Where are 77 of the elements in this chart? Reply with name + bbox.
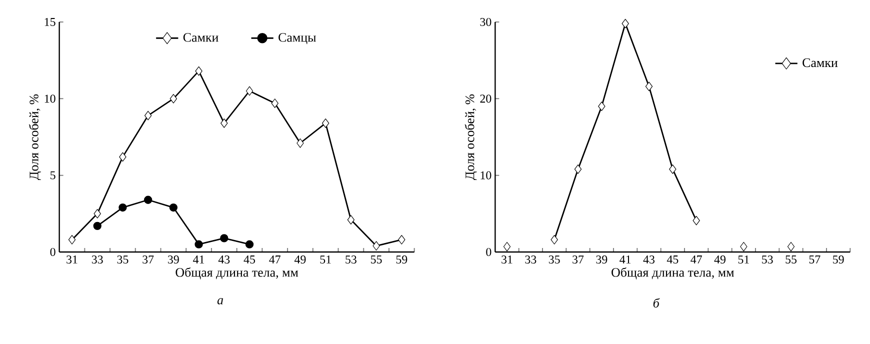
x-tick-label: 43 [643, 256, 655, 264]
point [740, 242, 748, 252]
point [398, 235, 406, 244]
x-tick-label: 49 [714, 256, 726, 264]
point [118, 203, 127, 212]
legend-label: Самки [183, 33, 218, 42]
legend-label: Самцы [278, 33, 316, 44]
x-axis-title: Общая длина тела, мм [612, 267, 734, 280]
x-tick-label: 33 [92, 256, 103, 264]
y-axis-title: Доля особей, % [28, 94, 41, 180]
x-tick-label: 53 [346, 256, 356, 264]
point [119, 152, 126, 162]
y-tick-label: 5 [50, 171, 56, 180]
x-tick-label: 43 [218, 256, 230, 264]
y-tick-label: 10 [44, 94, 56, 103]
x-tick-label: 57 [809, 256, 820, 264]
x-tick-label: 37 [572, 256, 584, 264]
point [347, 215, 355, 224]
y-tick-label: 0 [486, 248, 492, 256]
y-axis-title: Доля особей, % [464, 94, 477, 180]
x-tick-label: 39 [168, 256, 179, 264]
legend-label: Самки [802, 58, 838, 68]
point [322, 118, 330, 128]
point [246, 86, 254, 96]
point [574, 164, 582, 174]
point [692, 216, 700, 226]
x-tick-label: 37 [142, 256, 154, 264]
point [195, 66, 202, 76]
point [787, 242, 795, 252]
text: б [653, 298, 660, 308]
y-tick-label: 30 [480, 18, 492, 26]
x-tick-label: 47 [269, 256, 280, 264]
y-tick-label: 10 [480, 171, 492, 180]
x-tick-label: 59 [833, 256, 844, 264]
x-tick-label: 53 [762, 256, 773, 264]
point [622, 18, 629, 28]
point [503, 242, 511, 252]
x-axis-title: Общая длина тела, мм [176, 267, 298, 280]
point [550, 235, 558, 244]
point [296, 138, 304, 148]
x-tick-label: 41 [193, 256, 204, 264]
point [245, 240, 254, 248]
x-tick-label: 33 [525, 256, 536, 264]
x-tick-label: 39 [596, 256, 608, 264]
point [68, 235, 76, 244]
x-tick-label: 41 [620, 256, 631, 264]
point [144, 110, 152, 120]
point [169, 203, 178, 212]
x-tick-label: 47 [690, 256, 702, 264]
point [194, 240, 203, 248]
point [271, 98, 278, 108]
y-tick-label: 0 [50, 248, 56, 256]
point [645, 82, 653, 92]
point [220, 234, 228, 242]
x-tick-label: 51 [320, 256, 331, 264]
x-tick-label: 49 [294, 256, 306, 264]
point [144, 196, 152, 204]
point [220, 118, 228, 128]
y-tick-label: 15 [44, 18, 56, 26]
x-tick-label: 45 [666, 256, 678, 264]
point [669, 164, 676, 174]
x-tick-label: 31 [66, 256, 78, 264]
point [93, 222, 102, 230]
x-tick-label: 31 [502, 256, 512, 264]
point [94, 208, 101, 218]
text: а [217, 298, 224, 304]
x-tick-label: 45 [244, 256, 256, 264]
x-tick-label: 35 [548, 256, 560, 264]
point [372, 241, 380, 251]
x-tick-label: 35 [117, 256, 128, 264]
point [170, 94, 178, 104]
point [598, 102, 606, 112]
x-tick-label: 51 [738, 256, 749, 264]
x-tick-label: 55 [786, 256, 797, 264]
x-tick-label: 59 [396, 256, 408, 264]
x-tick-label: 55 [371, 256, 382, 264]
y-tick-label: 20 [480, 94, 492, 103]
